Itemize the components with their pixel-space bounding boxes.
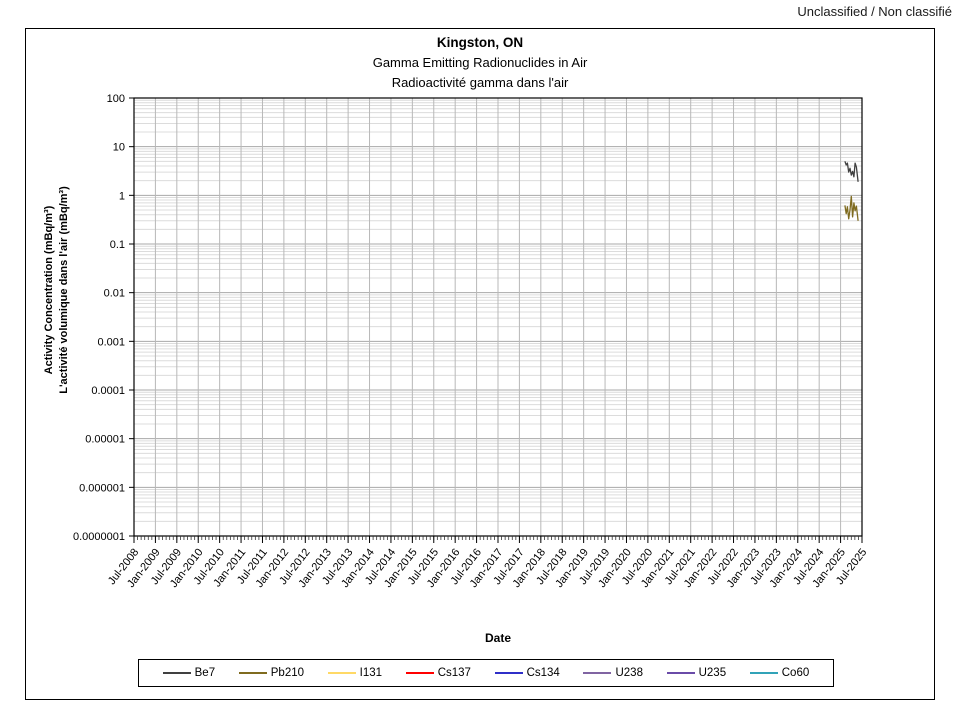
y-tick-label: 0.001 <box>97 336 125 348</box>
y-tick-label: 1 <box>119 190 125 202</box>
legend-label-Cs137: Cs137 <box>437 667 471 679</box>
legend-label-I131: I131 <box>359 667 383 679</box>
legend-item-Cs134: Cs134 <box>494 667 560 679</box>
legend-item-I131: I131 <box>327 667 383 679</box>
legend-item-Cs137: Cs137 <box>405 667 471 679</box>
x-axis-title: Date <box>484 631 511 645</box>
chart-subtitle-fr: Radioactivité gamma dans l'air <box>391 75 569 90</box>
legend-swatch-U238 <box>583 672 612 674</box>
y-tick-label: 0.00001 <box>85 434 125 446</box>
y-tick-label: 10 <box>113 142 125 154</box>
legend-label-U235: U235 <box>698 667 727 679</box>
y-tick-label: 0.1 <box>110 239 125 251</box>
legend-label-Be7: Be7 <box>194 667 216 679</box>
legend-label-Pb210: Pb210 <box>270 667 305 679</box>
y-tick-label: 100 <box>107 93 125 105</box>
y-tick-label: 0.01 <box>104 288 125 300</box>
legend-item-U238: U238 <box>583 667 643 679</box>
legend-swatch-I131 <box>327 672 356 674</box>
legend-item-Co60: Co60 <box>749 667 810 679</box>
y-tick-label: 0.0001 <box>91 385 125 397</box>
chart-subtitle-en: Gamma Emitting Radionuclides in Air <box>372 55 588 70</box>
y-tick-label: 0.000001 <box>79 482 125 494</box>
chart-title: Kingston, ON <box>436 35 524 50</box>
legend-item-U235: U235 <box>666 667 727 679</box>
legend-item-Pb210: Pb210 <box>238 667 305 679</box>
legend-swatch-Co60 <box>749 672 778 674</box>
y-tick-label: 0.0000001 <box>73 531 125 543</box>
legend-item-Be7: Be7 <box>162 667 216 679</box>
series-line-Pb210 <box>844 195 859 221</box>
legend-label-U238: U238 <box>615 667 643 679</box>
chart-frame: Kingston, ON Gamma Emitting Radionuclide… <box>25 28 935 700</box>
legend-swatch-Cs134 <box>494 672 523 674</box>
legend-swatch-Be7 <box>162 672 191 674</box>
legend-swatch-Pb210 <box>238 672 267 674</box>
classification-label: Unclassified / Non classifié <box>797 4 952 19</box>
chart-titles: Kingston, ON Gamma Emitting Radionuclide… <box>26 33 934 93</box>
plot-area: 100 10 1 0.1 0.01 0.001 0.0001 0.00001 0.000001 0… <box>73 93 869 590</box>
legend-label-Cs134: Cs134 <box>526 667 560 679</box>
legend-swatch-Cs137 <box>405 672 434 674</box>
legend-swatch-U235 <box>666 672 695 674</box>
series-line-Be7 <box>844 161 859 182</box>
legend: Be7 Pb210 I131 Cs137 Cs134 U238 U235 Co60 <box>138 659 834 687</box>
legend-label-Co60: Co60 <box>781 667 810 679</box>
